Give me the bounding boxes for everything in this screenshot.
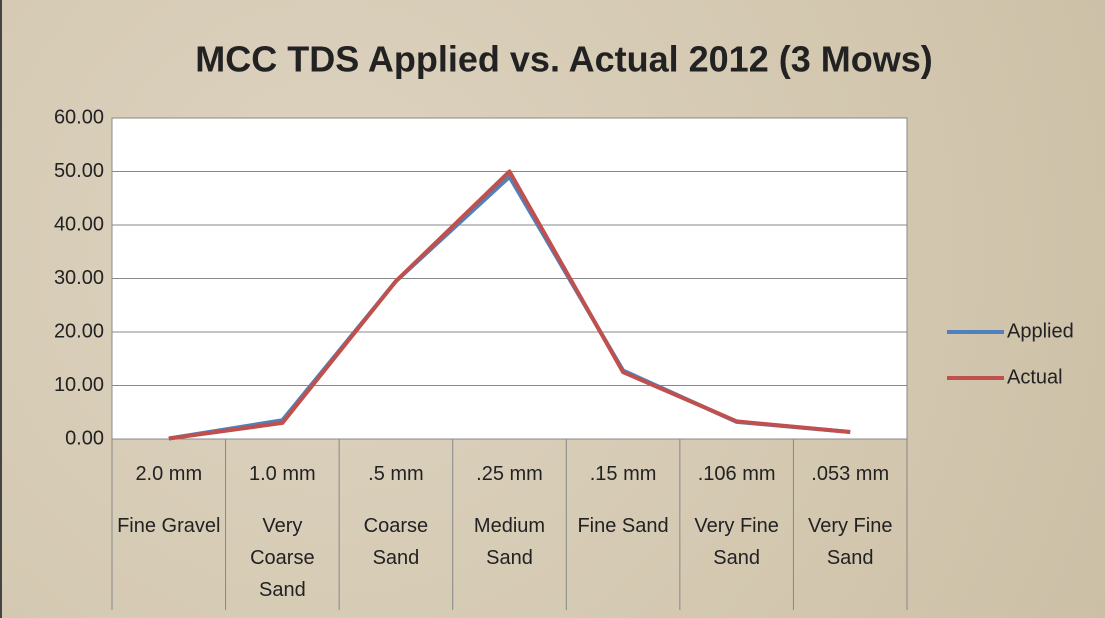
x-tick-label: 2.0 mm <box>135 463 203 485</box>
x-tick-label: 1.0 mm <box>249 463 316 485</box>
y-tick-label: 30.00 <box>54 267 104 289</box>
x-tick-label: .106 mm <box>697 463 776 485</box>
x-tick-label: .053 mm <box>811 463 890 485</box>
x-tick-label: .15 mm <box>589 463 657 485</box>
x-tick-label: .5 mm <box>368 463 424 485</box>
category-name: Fine Gravel <box>117 515 221 537</box>
series-line <box>168 169 851 441</box>
y-tick-label: 20.00 <box>54 320 104 342</box>
category-name: Fine Sand <box>577 515 669 537</box>
category-name: Medium Sand <box>473 515 546 569</box>
x-tick-label: .25 mm <box>476 463 543 485</box>
category-name: Very Coarse Sand <box>250 515 315 601</box>
y-tick-label: 60.00 <box>54 106 104 128</box>
y-tick-label: 40.00 <box>54 213 104 235</box>
category-name: Very Fine Sand <box>807 515 893 569</box>
legend-label: Applied <box>1007 320 1074 342</box>
y-tick-label: 0.00 <box>65 427 104 449</box>
y-tick-label: 50.00 <box>54 160 104 182</box>
category-name: Coarse Sand <box>363 515 429 569</box>
category-name: Very Fine Sand <box>694 515 779 569</box>
y-tick-label: 10.00 <box>54 374 104 396</box>
chart-title: MCC TDS Applied vs. Actual 2012 (3 Mows) <box>195 39 932 80</box>
legend-label: Actual <box>1007 366 1063 388</box>
